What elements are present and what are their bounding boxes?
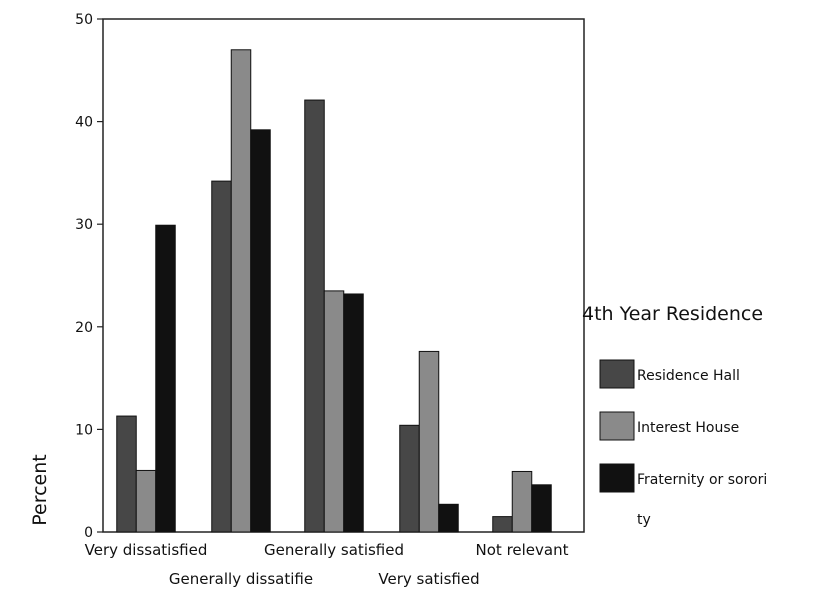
y-axis: 0 10 20 30 40 50: [75, 12, 103, 541]
y-tick-label: 30: [75, 217, 93, 233]
bar-fraternity-or-sorori-ty-1: [250, 129, 271, 533]
bar-residence-hall-0: [116, 415, 137, 533]
bar-interest-house-2: [323, 290, 345, 533]
legend-label: Residence Hall: [637, 368, 740, 384]
category-label: Generally satisfied: [264, 541, 404, 559]
y-tick-label: 0: [84, 525, 93, 541]
bar-fraternity-or-sorori-ty-0: [155, 224, 176, 533]
y-tick-label: 20: [75, 320, 93, 336]
bar-residence-hall-2: [304, 99, 325, 533]
legend-swatch: [599, 411, 635, 441]
category-labels: Very dissatisfied Generally dissatifie Gen…: [85, 541, 569, 588]
bar-fraternity-or-sorori-ty-4: [531, 484, 552, 533]
bar-residence-hall-4: [492, 516, 513, 533]
y-axis-label: Percent: [29, 454, 51, 526]
legend-swatch: [599, 359, 635, 389]
category-label: Very satisfied: [378, 570, 479, 588]
legend-title: 4th Year Residence: [582, 303, 763, 325]
y-tick-label: 50: [75, 12, 93, 28]
y-tick-label: 40: [75, 115, 93, 131]
bar-interest-house-0: [135, 469, 157, 533]
legend-label: ty: [637, 512, 651, 528]
bar-interest-house-3: [418, 350, 440, 533]
legend-label: Fraternity or sorori: [637, 472, 767, 488]
bar-residence-hall-3: [399, 424, 420, 533]
bar-fraternity-or-sorori-ty-3: [438, 503, 459, 533]
bar-residence-hall-1: [211, 180, 232, 533]
bar-interest-house-4: [511, 470, 533, 533]
bar-interest-house-1: [230, 49, 252, 533]
bar-fraternity-or-sorori-ty-2: [343, 293, 364, 533]
category-label: Very dissatisfied: [85, 541, 208, 559]
legend-label: Interest House: [637, 420, 739, 436]
y-tick-label: 10: [75, 422, 93, 438]
category-label: Generally dissatifie: [169, 570, 313, 588]
bars: [116, 49, 552, 533]
legend: 4th Year Residence Residence Hall Interes…: [582, 303, 767, 528]
category-label: Not relevant: [476, 541, 569, 559]
legend-swatch: [599, 463, 635, 493]
